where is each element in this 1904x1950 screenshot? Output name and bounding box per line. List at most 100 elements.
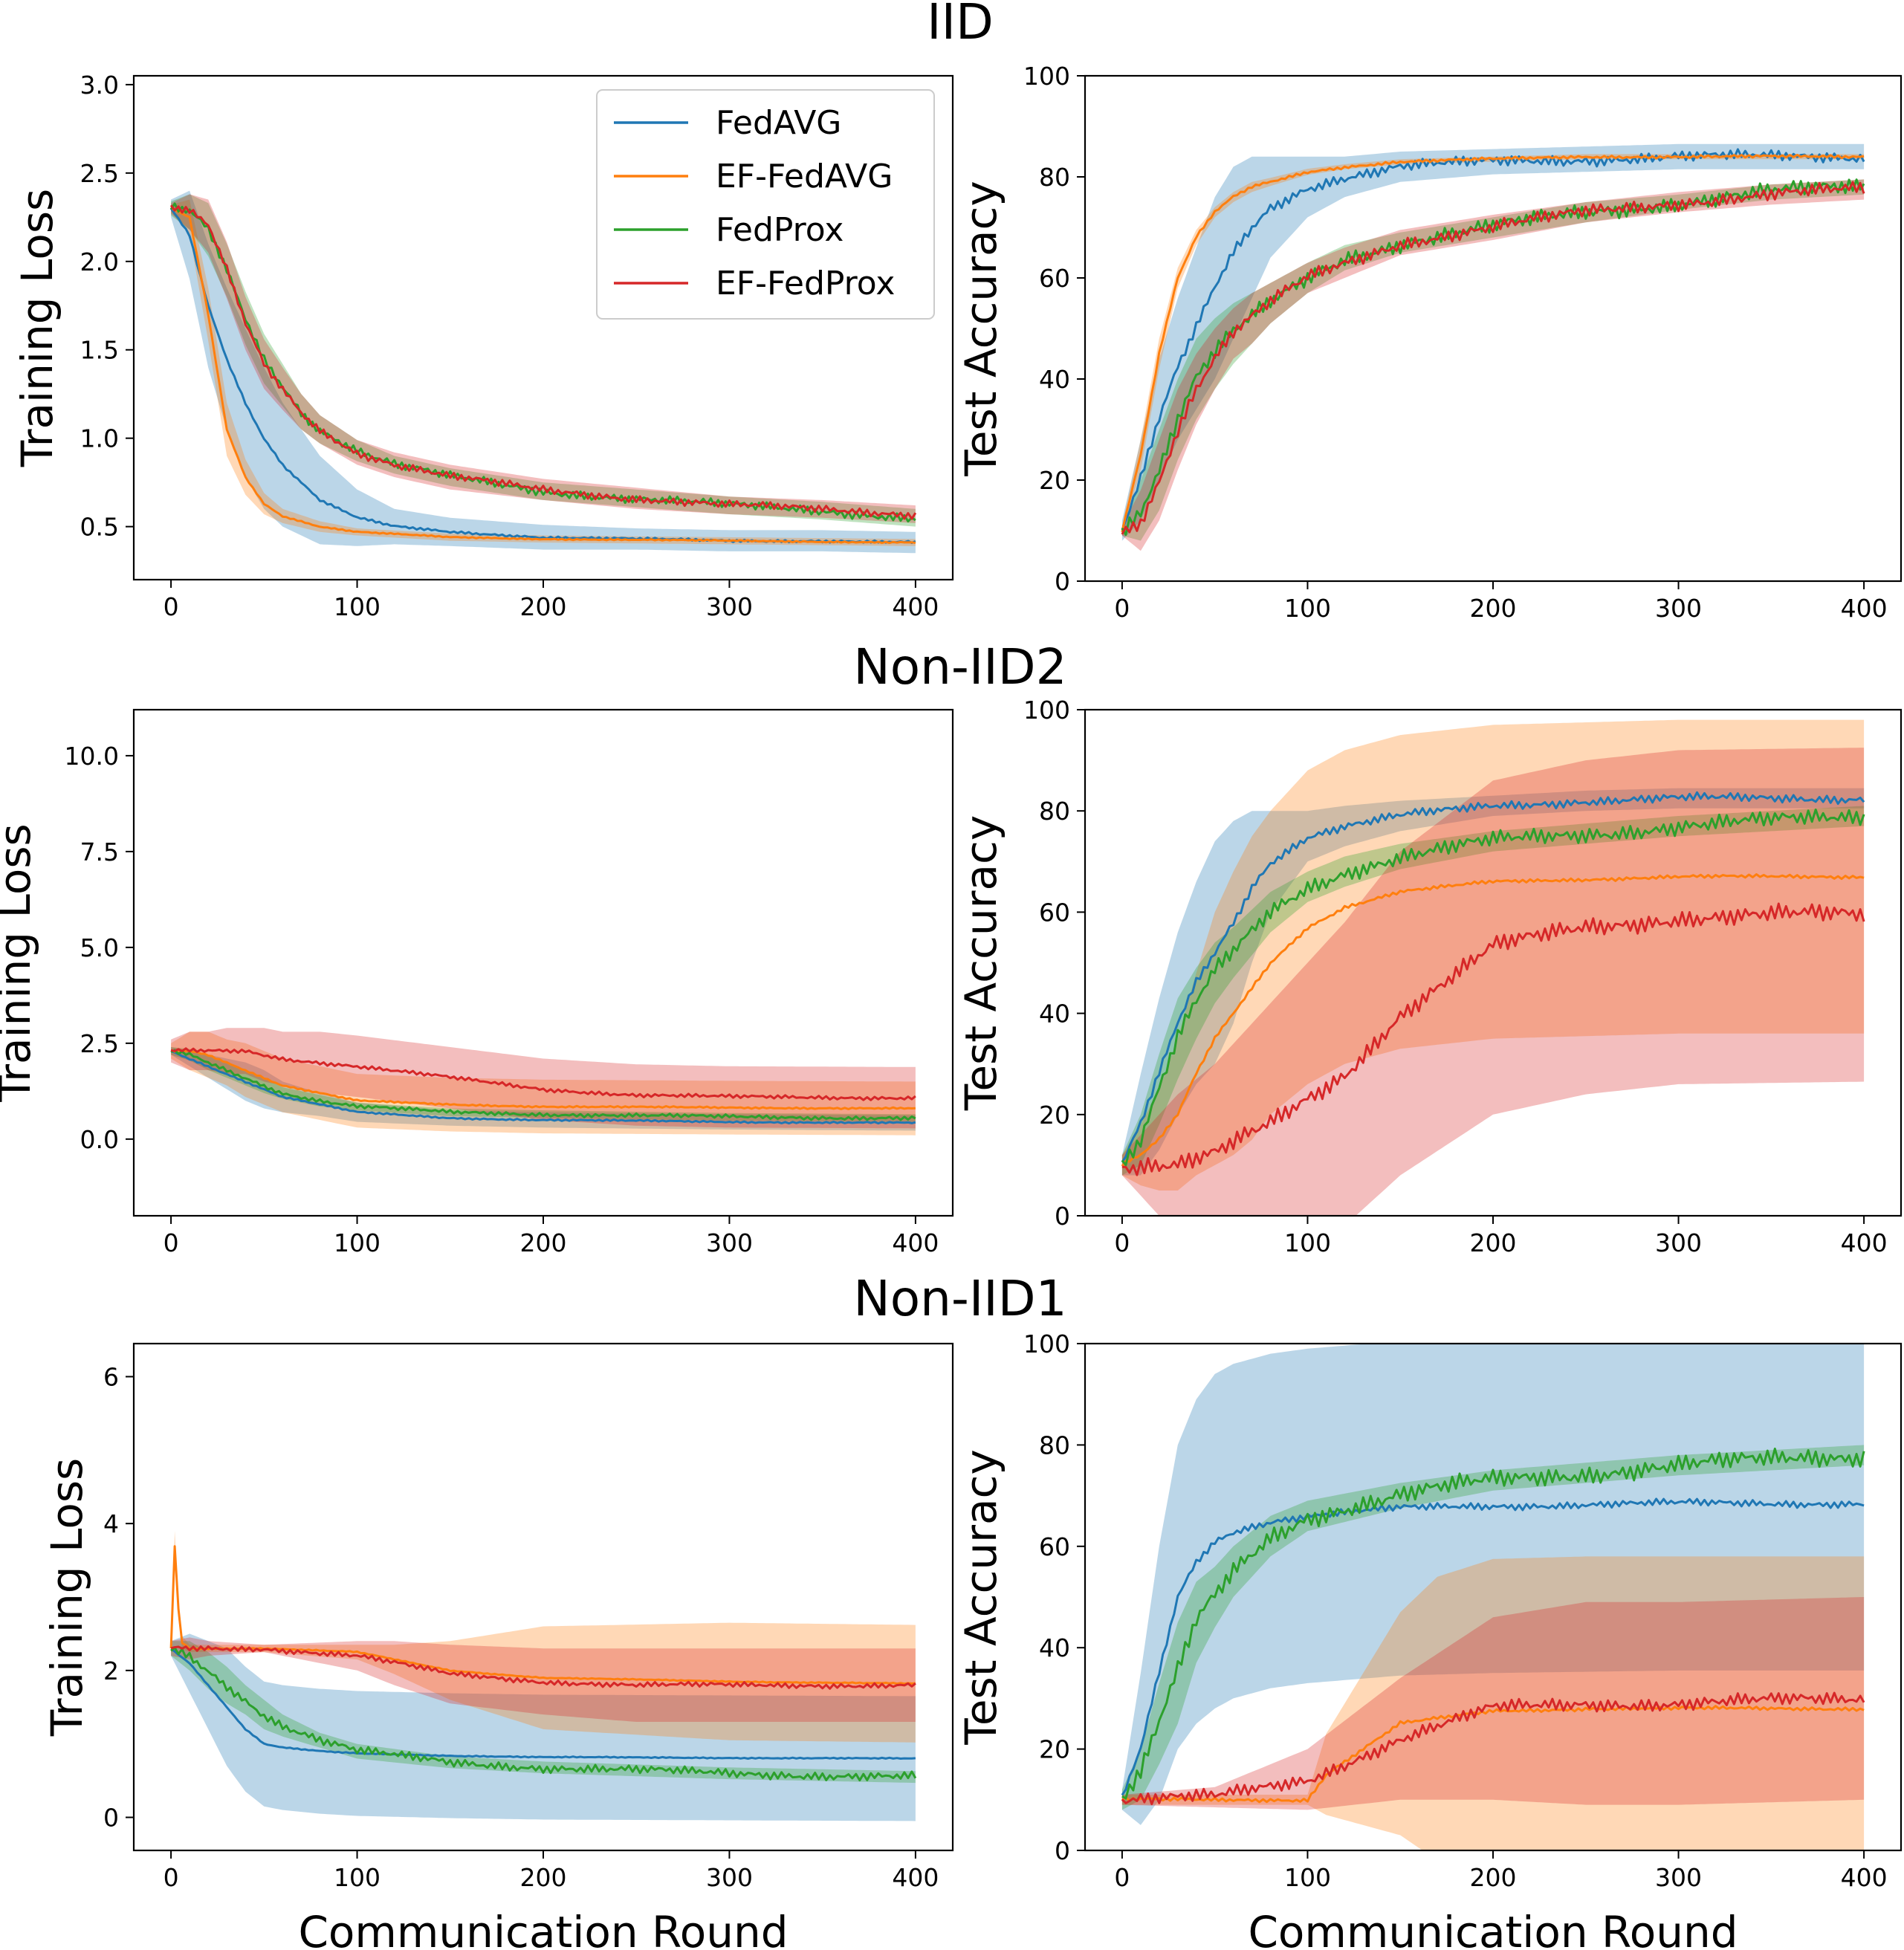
chart-noniid2-training-loss: 0 100 200 300 400 0.0 2.5 5.0 7.5 10.0 Training Lo… xyxy=(0,708,954,1257)
row-title-noniid1: Non-IID1 xyxy=(853,1270,1066,1327)
bands xyxy=(171,190,916,554)
y-tick-label: 0 xyxy=(1055,567,1070,596)
y-tick-label: 20 xyxy=(1039,466,1070,495)
y-tick-label: 2.5 xyxy=(80,159,119,188)
x-tick-label: 300 xyxy=(1655,1863,1702,1892)
series-line-fedavg xyxy=(170,1050,916,1125)
legend-label-ef-fedavg: EF-FedAVG xyxy=(716,158,893,195)
y-tick-label: 10.0 xyxy=(65,742,119,771)
series-line-fedprox xyxy=(170,1049,916,1121)
series-line-fedprox xyxy=(170,1646,917,1782)
x-tick-label: 200 xyxy=(520,1863,567,1892)
legend-frame xyxy=(596,89,935,320)
y-tick-label: 60 xyxy=(1039,264,1070,293)
legend-label-fedprox: FedProx xyxy=(716,211,843,249)
bands xyxy=(1121,1344,1865,1850)
y-tick-label: 100 xyxy=(1023,696,1070,725)
series-line-ef-fedprox xyxy=(1121,902,1865,1176)
x-tick-label: 200 xyxy=(1470,594,1517,623)
y-tick-label: 20 xyxy=(1039,1735,1070,1764)
band-ef-fedavg xyxy=(171,1531,916,1743)
y-tick-label: 20 xyxy=(1039,1101,1070,1130)
y-tick-label: 80 xyxy=(1039,163,1070,192)
lines xyxy=(169,1545,917,1782)
x-tick-label: 100 xyxy=(1284,594,1331,623)
bands xyxy=(1121,719,1865,1216)
x-tick-label: 300 xyxy=(706,592,753,621)
x-tick-label: 200 xyxy=(1470,1863,1517,1892)
series-line-ef-fedprox xyxy=(1121,181,1865,535)
series-line-fedavg xyxy=(1121,791,1865,1163)
series-line-ef-fedavg xyxy=(1121,873,1865,1167)
chart-iid-training-loss: 0 100 200 300 400 0.5 1.0 1.5 2.0 2.5 3.0 Training … xyxy=(12,71,954,621)
x-tick-label: 400 xyxy=(1841,1863,1888,1892)
y-tick-label: 40 xyxy=(1039,365,1070,394)
y-tick-label: 6 xyxy=(103,1362,119,1391)
band-fedprox xyxy=(171,1641,916,1784)
y-tick-label: 4 xyxy=(103,1509,119,1538)
y-tick-label: 2.5 xyxy=(80,1029,119,1058)
chart-iid-test-accuracy: 0 100 200 300 400 0 20 40 60 80 100 Test Accuracy xyxy=(956,62,1903,623)
y-axis-label: Test Accuracy xyxy=(956,181,1006,476)
y-tick-label: 0.0 xyxy=(80,1125,119,1154)
x-tick-label: 200 xyxy=(520,1228,567,1257)
x-tick-label: 100 xyxy=(334,1228,381,1257)
y-tick-label: 60 xyxy=(1039,1532,1070,1561)
x-axis-label: Communication Round xyxy=(1248,1907,1738,1950)
band-fedprox xyxy=(171,194,916,527)
x-tick-label: 100 xyxy=(334,1863,381,1892)
band-ef-fedavg xyxy=(171,1031,916,1136)
y-tick-label: 60 xyxy=(1039,898,1070,927)
row-title-iid: IID xyxy=(927,0,994,51)
band-fedavg xyxy=(1121,1344,1865,1825)
series-line-fedavg xyxy=(170,1648,916,1760)
series-line-ef-fedavg xyxy=(170,207,916,545)
x-tick-label: 400 xyxy=(892,1228,939,1257)
y-tick-label: 100 xyxy=(1023,1329,1070,1358)
y-tick-label: 80 xyxy=(1039,1431,1070,1460)
series-line-ef-fedavg xyxy=(1121,153,1865,533)
lines xyxy=(1121,791,1865,1176)
x-tick-label: 400 xyxy=(892,592,939,621)
x-tick-label: 0 xyxy=(163,1863,179,1892)
y-tick-label: 1.0 xyxy=(80,424,119,453)
y-tick-label: 0.5 xyxy=(80,513,119,542)
y-tick-label: 1.5 xyxy=(80,336,119,365)
legend-label-fedavg: FedAVG xyxy=(716,104,841,142)
x-tick-label: 200 xyxy=(1470,1228,1517,1257)
x-tick-label: 300 xyxy=(706,1863,753,1892)
series-line-fedprox xyxy=(1121,178,1865,536)
axes-frame xyxy=(132,708,954,1217)
band-fedavg xyxy=(171,1047,916,1131)
x-tick-label: 400 xyxy=(1841,594,1888,623)
lines xyxy=(1121,148,1865,536)
series-line-ef-fedavg xyxy=(1121,1705,1865,1804)
band-ef-fedavg xyxy=(1121,1556,1865,1850)
lines xyxy=(1121,1448,1865,1806)
y-axis-label: Test Accuracy xyxy=(956,815,1006,1111)
y-tick-label: 7.5 xyxy=(80,838,119,867)
series-line-ef-fedavg xyxy=(169,1545,916,1685)
x-tick-label: 300 xyxy=(706,1228,753,1257)
chart-noniid1-test-accuracy: 0 100 200 300 400 0 20 40 60 80 100 Test Accuracy Co… xyxy=(956,1329,1903,1950)
x-tick-label: 0 xyxy=(163,1228,179,1257)
y-axis-label: Training Loss xyxy=(0,823,40,1103)
band-ef-fedprox xyxy=(171,194,916,523)
x-tick-label: 400 xyxy=(892,1863,939,1892)
series-line-ef-fedprox xyxy=(170,1047,916,1101)
x-tick-label: 200 xyxy=(520,592,567,621)
y-tick-label: 3.0 xyxy=(80,71,119,100)
legend: FedAVG EF-FedAVG FedProx EF-FedProx xyxy=(596,89,935,320)
band-ef-fedprox xyxy=(171,1637,916,1722)
lines xyxy=(169,202,917,545)
band-ef-fedprox xyxy=(171,1028,916,1129)
y-axis-label: Training Loss xyxy=(42,1458,92,1737)
y-tick-label: 5.0 xyxy=(80,933,119,962)
band-ef-fedprox xyxy=(1121,1597,1865,1810)
series-line-fedprox xyxy=(1121,809,1865,1167)
lines xyxy=(170,1047,916,1125)
y-tick-label: 0 xyxy=(1055,1836,1070,1865)
y-tick-label: 2.0 xyxy=(80,247,119,276)
series-line-ef-fedprox xyxy=(169,204,917,520)
